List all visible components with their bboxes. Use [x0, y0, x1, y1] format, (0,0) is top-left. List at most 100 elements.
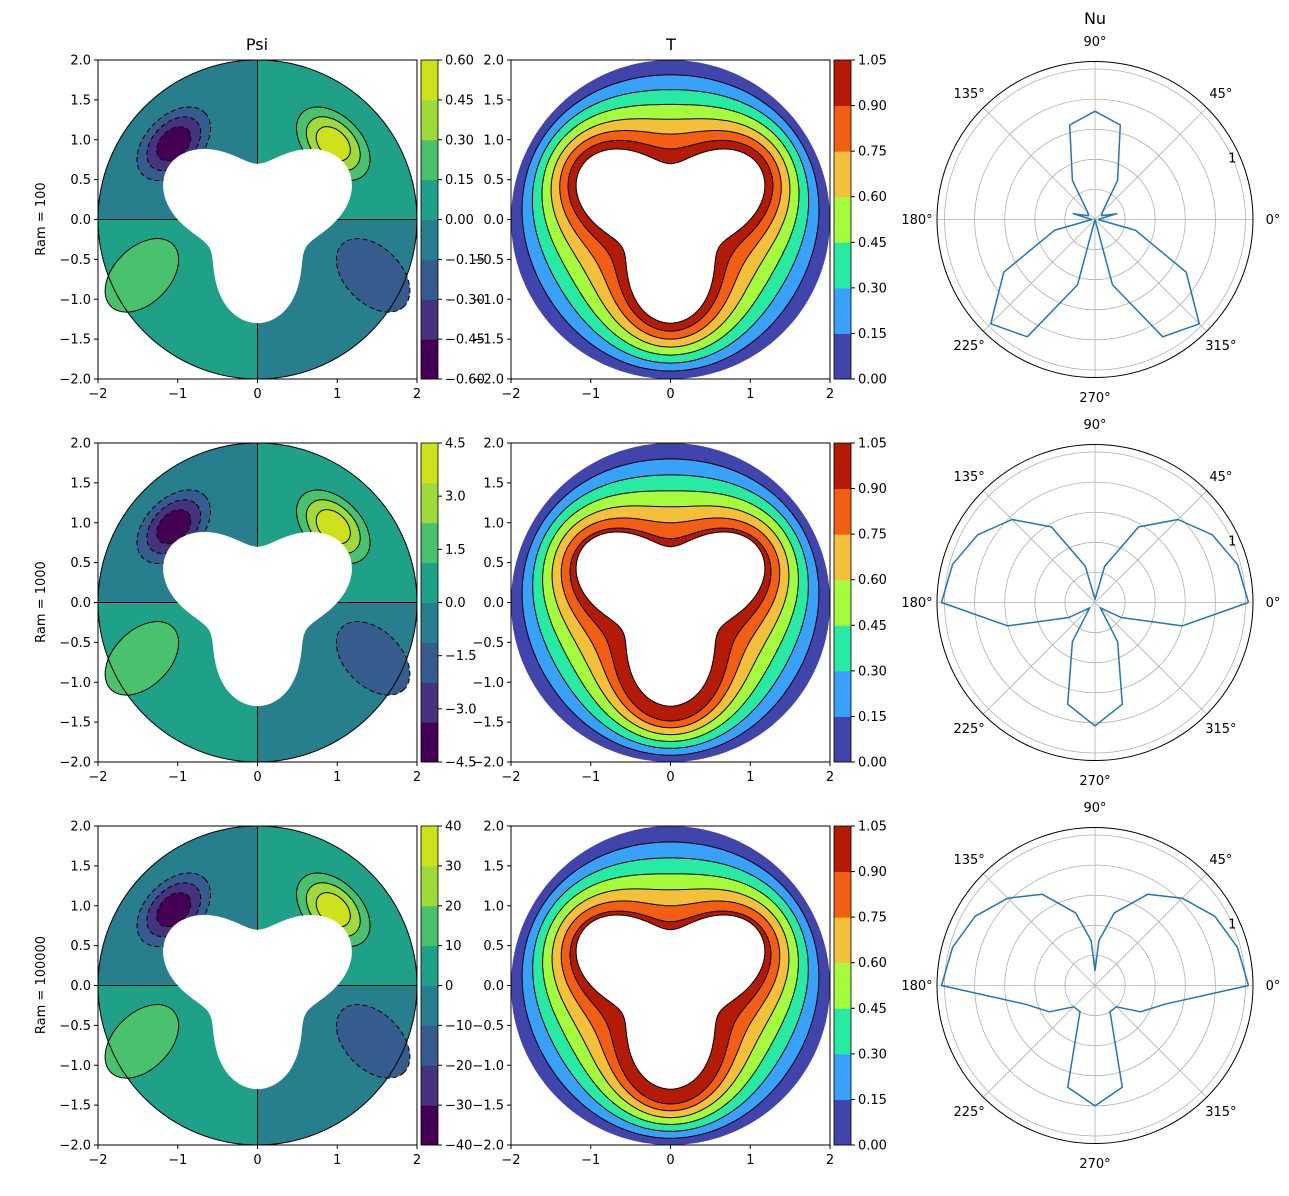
psi-colorbar-tick-label: 30 [445, 859, 462, 874]
psi-axes-xtick-label: 0 [253, 1153, 261, 1168]
psi-colorbar-band [421, 945, 438, 986]
t-colorbar-tick-label: 1.05 [858, 54, 887, 69]
polar-angle-label: 180° [901, 596, 932, 611]
psi-axes-ytick-label: 2.0 [70, 54, 91, 69]
psi-contour [156, 509, 192, 545]
t-field [511, 443, 830, 762]
psi-colorbar-tick-label: −0.15 [445, 253, 485, 268]
psi-colorbar-band [421, 602, 438, 643]
polar-grid-spoke [1094, 490, 1208, 603]
psi-axes-ytick-label: −0.5 [59, 253, 91, 268]
psi-colorbar-tick-label: −0.60 [445, 373, 485, 388]
psi-axes-ytick-label: 2.0 [70, 437, 91, 452]
polar-angle-label: 270° [1079, 774, 1110, 789]
inner-cylinder [163, 149, 352, 324]
t-colorbar-band [834, 196, 851, 243]
t-colorbar-tick-label: 0.60 [858, 573, 887, 588]
t-colorbar-tick-label: 0.75 [858, 911, 887, 926]
polar-grid-spoke [982, 873, 1096, 986]
t-axes-xtick-label: 0 [666, 387, 674, 402]
t-axes-xtick-label: 0 [666, 770, 674, 785]
row-label-ram-100: Ram = 100 [34, 182, 49, 255]
t-axes-ytick-label: 2.0 [483, 820, 504, 835]
t-colorbar-tick-label: 0.45 [858, 619, 887, 634]
t-colorbar-tick-label: 0.60 [858, 190, 887, 205]
nu-column-title: Nu [1084, 9, 1106, 28]
t-colorbar-band [834, 962, 851, 1009]
t-axes-xtick-label: 1 [746, 770, 754, 785]
t-colorbar-tick-label: 0.75 [858, 528, 887, 543]
psi-axes-xtick-label: 0 [253, 770, 261, 785]
psi-panel-2: −2 −1 0 1 22.01.51.00.50.0−0.5−1.0−1.5−2.040… [59, 820, 472, 1169]
t-axes-ytick-label: 0.0 [483, 596, 504, 611]
psi-colorbar-band [421, 1065, 438, 1106]
psi-axes-xtick-label: 2 [413, 387, 421, 402]
t-axes-ytick-label: 1.5 [483, 859, 504, 874]
polar-grid-spoke [1094, 219, 1208, 332]
psi-axes-ytick-label: 1.5 [70, 476, 91, 491]
t-axes-ytick-label: −1.0 [472, 293, 504, 308]
psi-field [97, 59, 418, 380]
psi-colorbar-band [421, 1105, 438, 1146]
t-panel-0: −2 −1 0 1 2 2.0 1.5 1.0 0.5 0.0 −0.5 −1.0 −1.5 −2.0 1.… [472, 54, 887, 403]
psi-colorbar-tick-label: 0.30 [445, 133, 474, 148]
polar-grid-spoke [1094, 602, 1208, 715]
psi-axes-ytick-label: 0.0 [70, 213, 91, 228]
t-colorbar-band [834, 534, 851, 581]
psi-colorbar-tick-label: 0.60 [445, 54, 474, 69]
t-colorbar-tick-label: 0.15 [858, 327, 887, 342]
psi-axes-ytick-label: −1.0 [59, 1059, 91, 1074]
t-axes-xtick-label: 1 [746, 387, 754, 402]
t-axes-xtick-label: 2 [826, 387, 834, 402]
t-axes-ytick-label: −0.5 [472, 636, 504, 651]
t-axes-ytick-label: 1.5 [483, 476, 504, 491]
psi-colorbar-tick-label: 0.15 [445, 173, 474, 188]
psi-colorbar-tick-label: 20 [445, 899, 462, 914]
t-colorbar-band [834, 1053, 851, 1100]
psi-axes-xtick-label: 2 [413, 1153, 421, 1168]
t-axes-xtick-label: −1 [581, 387, 600, 402]
t-colorbar-tick-label: 0.90 [858, 99, 887, 114]
t-colorbar-outline [833, 59, 852, 380]
inner-cylinder [575, 914, 766, 1090]
psi-colorbar-tick-label: −0.45 [445, 333, 485, 348]
psi-field [97, 442, 418, 763]
psi-axes-ytick-label: 0.0 [70, 979, 91, 994]
psi-axes-ytick-label: −0.5 [59, 636, 91, 651]
polar-angle-label: 315° [1205, 339, 1236, 354]
t-colorbar-band [834, 287, 851, 334]
psi-axes-xtick-label: 1 [333, 770, 341, 785]
psi-contour [335, 238, 411, 313]
t-colorbar-tick-label: 1.05 [858, 437, 887, 452]
t-axes-ytick-label: −1.5 [472, 716, 504, 731]
polar-angle-label: 0° [1266, 596, 1281, 611]
t-axes-ytick-label: 1.0 [483, 899, 504, 914]
t-axes-xtick-label: −2 [501, 1153, 520, 1168]
t-axes-xtick-label: −2 [501, 387, 520, 402]
polar-angle-label: 225° [953, 1105, 984, 1120]
psi-axes-xtick-label: 0 [253, 387, 261, 402]
polar-angle-label: 90° [1083, 418, 1106, 433]
psi-colorbar-band [421, 985, 438, 1026]
psi-field [97, 825, 418, 1146]
t-axes-ytick-label: 1.5 [483, 93, 504, 108]
polar-frame [936, 444, 1254, 761]
t-field [511, 60, 830, 379]
psi-colorbar-tick-label: 40 [445, 820, 462, 835]
t-axes-ytick-label: 0.5 [483, 173, 504, 188]
psi-colorbar-band [421, 722, 438, 763]
t-axes-ytick-label: −0.5 [472, 1019, 504, 1034]
polar-frame [936, 61, 1254, 378]
psi-axes-ytick-label: −2.0 [59, 1139, 91, 1154]
polar-angle-label: 45° [1209, 470, 1232, 485]
psi-contour [335, 621, 411, 696]
psi-colorbar-band [421, 60, 438, 101]
t-colorbar-band [834, 151, 851, 198]
nu-polar-curve [989, 110, 1201, 338]
polar-angle-label: 45° [1209, 853, 1232, 868]
psi-colorbar-band [421, 299, 438, 340]
t-colorbar-tick-label: 0.45 [858, 236, 887, 251]
psi-contour [104, 1004, 180, 1079]
t-colorbar-band [834, 443, 851, 490]
